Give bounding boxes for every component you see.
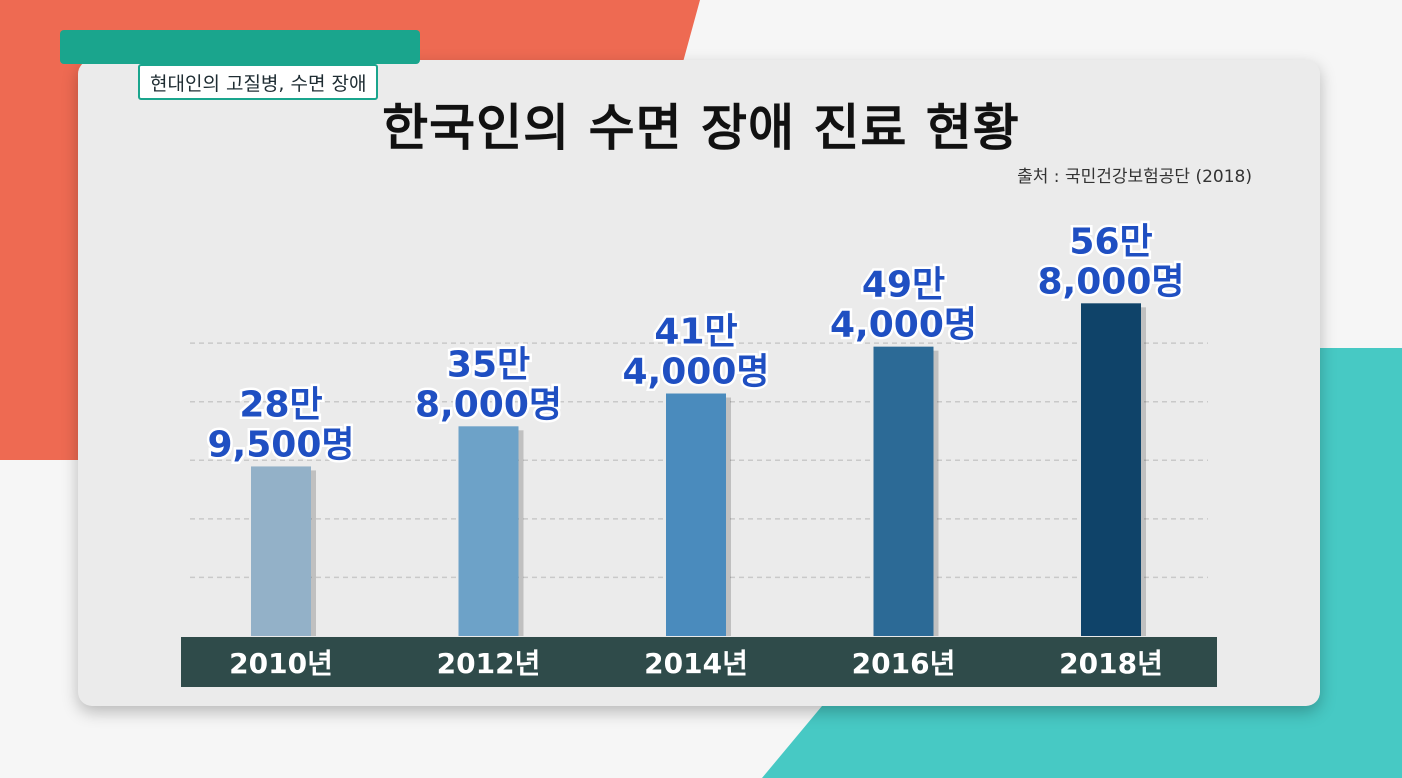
chart-source: 출처 : 국민건강보험공단 (2018)	[1017, 167, 1252, 187]
chart-title: 한국인의 수면 장애 진료 현황	[382, 99, 1020, 157]
bar	[873, 346, 934, 636]
topic-banner-bar	[60, 30, 420, 64]
x-tick-label: 2014년	[644, 647, 748, 680]
bar	[1081, 303, 1141, 636]
data-label: 41만	[654, 312, 737, 353]
data-label: 49만	[862, 265, 945, 306]
data-label: 35만	[447, 344, 530, 385]
data-label: 4,000명	[830, 305, 977, 346]
bar	[666, 393, 726, 636]
x-tick-label: 2010년	[229, 647, 333, 680]
data-label: 56만	[1069, 221, 1152, 262]
x-tick-label: 2012년	[437, 647, 541, 680]
data-label: 9,500명	[208, 424, 355, 465]
data-label: 8,000명	[1038, 261, 1185, 302]
data-label: 28만	[239, 384, 322, 425]
bar	[251, 466, 311, 636]
topic-banner-label: 현대인의 고질병, 수면 장애	[138, 64, 379, 100]
data-label: 8,000명	[415, 384, 562, 425]
bar	[458, 426, 519, 636]
data-label: 4,000명	[623, 352, 770, 393]
x-axis-band	[181, 637, 1217, 687]
x-tick-label: 2018년	[1059, 647, 1163, 680]
x-tick-label: 2016년	[852, 647, 956, 680]
